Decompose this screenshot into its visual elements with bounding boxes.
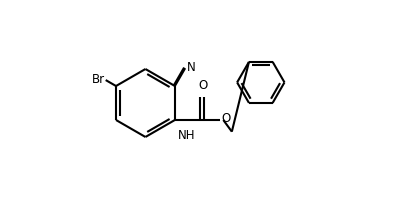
Text: NH: NH [178,129,195,142]
Text: Br: Br [92,73,105,85]
Text: O: O [222,112,231,125]
Text: O: O [198,79,207,92]
Text: N: N [187,61,195,74]
